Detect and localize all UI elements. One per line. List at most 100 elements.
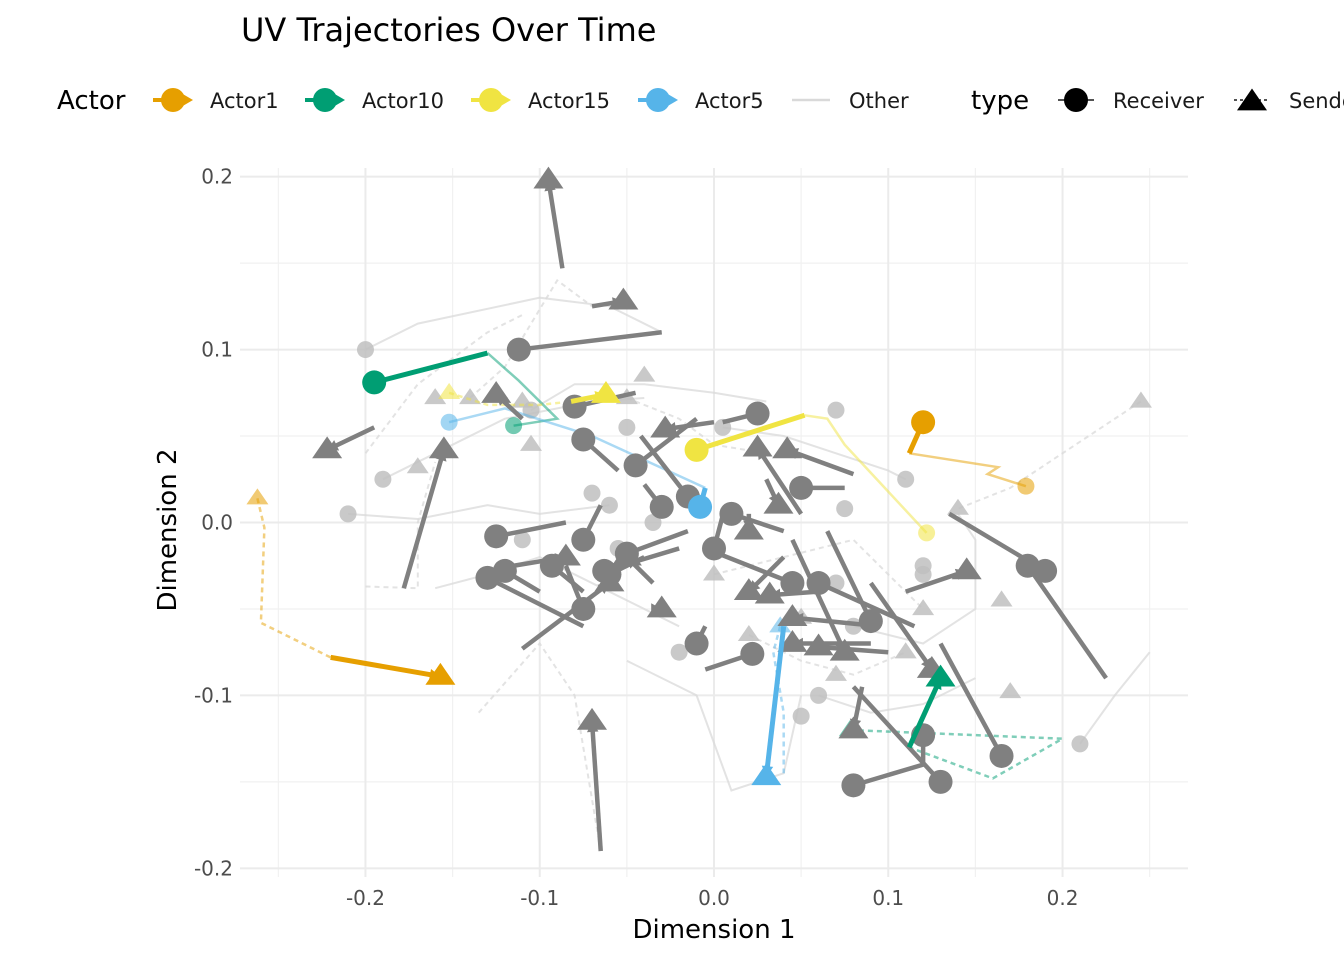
other-trajectory-line bbox=[853, 513, 977, 645]
other-receiver-point bbox=[600, 496, 618, 514]
legend-key-dot bbox=[479, 88, 503, 112]
other-trajectory-line bbox=[957, 400, 1142, 510]
other-sender-marker bbox=[754, 581, 785, 604]
other-receiver-point bbox=[356, 341, 374, 359]
y-tick-label: -0.1 bbox=[194, 683, 233, 707]
other-receiver-marker bbox=[789, 475, 814, 500]
highlight-trajectory-line bbox=[804, 414, 928, 534]
x-tick-label: 0.0 bbox=[698, 886, 730, 910]
other-sender-marker bbox=[608, 287, 639, 310]
other-arrow-line bbox=[790, 538, 847, 654]
other-receiver-marker bbox=[649, 494, 674, 519]
y-tick-label: -0.2 bbox=[194, 856, 233, 880]
highlight-trajectory-line bbox=[448, 407, 706, 490]
other-arrows bbox=[312, 166, 1108, 852]
other-receiver-marker bbox=[506, 337, 531, 362]
highlight-arrows bbox=[330, 350, 956, 786]
highlight-receiver-marker bbox=[911, 410, 936, 435]
x-axis-title: Dimension 1 bbox=[632, 915, 795, 945]
chart-title: UV Trajectories Over Time bbox=[241, 11, 656, 49]
other-trajectory-line bbox=[626, 659, 803, 792]
other-sender-marker bbox=[742, 434, 773, 457]
x-tick-label: 0.2 bbox=[1047, 886, 1079, 910]
other-receiver-point bbox=[836, 500, 854, 518]
other-trajectory-line bbox=[530, 383, 767, 411]
highlight-receiver-start bbox=[1017, 477, 1035, 495]
other-receiver-point bbox=[1071, 735, 1089, 753]
x-tick-label: -0.2 bbox=[346, 886, 385, 910]
other-arrow-line bbox=[401, 449, 447, 589]
other-receiver-point bbox=[374, 470, 392, 488]
other-trajectory-line bbox=[477, 641, 602, 852]
highlight-receiver-start bbox=[918, 524, 936, 542]
other-arrow-line bbox=[868, 581, 934, 671]
legend-type-title: type bbox=[971, 86, 1029, 116]
other-receiver-marker bbox=[928, 769, 953, 794]
other-sender-point bbox=[703, 564, 725, 581]
other-trajectories bbox=[347, 278, 1151, 852]
other-sender-marker bbox=[533, 166, 564, 189]
other-sender-point bbox=[520, 434, 543, 451]
highlight-receiver-start bbox=[505, 417, 523, 435]
other-receiver-marker bbox=[719, 501, 744, 526]
highlight-trajectory-line bbox=[486, 352, 560, 427]
other-trajectory-line bbox=[818, 677, 976, 714]
highlight-sender-marker bbox=[590, 381, 621, 403]
other-sender-point bbox=[912, 599, 935, 616]
other-receiver-marker bbox=[806, 571, 831, 596]
highlight-receiver-start bbox=[440, 413, 458, 431]
other-arrow-line bbox=[639, 434, 690, 498]
other-trajectory-line bbox=[626, 397, 767, 455]
highlight-sender-start bbox=[246, 488, 269, 505]
highlight-trajectory-line bbox=[256, 498, 332, 659]
other-arrow-line bbox=[546, 179, 565, 269]
axis-ticks: -0.2 -0.1 0.0 0.1 0.2 -0.2 -0.1 0.0 0.1 0.2 bbox=[194, 165, 1078, 910]
other-sender-marker bbox=[646, 595, 677, 618]
legend-actor-title: Actor bbox=[57, 86, 126, 116]
other-sender-marker bbox=[777, 630, 808, 652]
y-tick-label: 0.0 bbox=[201, 511, 233, 535]
other-arrow-line bbox=[518, 330, 662, 352]
legend-sender-key bbox=[1237, 88, 1267, 111]
legend-type-keys: Receiver Sender bbox=[1058, 88, 1344, 113]
highlight-arrow-line bbox=[373, 350, 489, 385]
other-arrow-line bbox=[589, 721, 603, 852]
other-receiver-point bbox=[670, 643, 688, 661]
other-sender-point bbox=[406, 457, 429, 474]
other-receiver-marker bbox=[858, 609, 883, 634]
other-receiver-marker bbox=[571, 527, 596, 552]
legend-type-label: Sender bbox=[1289, 89, 1344, 113]
other-arrow-line bbox=[520, 581, 611, 651]
other-arrow-line bbox=[948, 511, 1047, 573]
other-arrow-line bbox=[818, 644, 889, 655]
other-sender-marker bbox=[838, 716, 869, 739]
highlight-sender-marker bbox=[925, 664, 956, 687]
other-trajectory-line bbox=[469, 278, 593, 399]
plot-grid bbox=[240, 168, 1188, 877]
other-trajectory-line bbox=[347, 504, 610, 521]
other-receiver-point bbox=[827, 401, 845, 419]
other-sender-point bbox=[990, 590, 1013, 607]
other-sender-marker bbox=[550, 543, 581, 566]
y-tick-label: 0.1 bbox=[201, 338, 233, 362]
highlight-trajectory-line bbox=[909, 452, 1027, 488]
highlight-sender-start bbox=[438, 382, 461, 399]
other-sender-marker bbox=[829, 638, 860, 661]
other-sender-point bbox=[737, 625, 760, 642]
other-arrow-line bbox=[634, 416, 698, 468]
other-receiver-marker bbox=[623, 453, 648, 478]
legend-actor-label: Actor15 bbox=[528, 89, 610, 113]
other-sender-marker bbox=[577, 707, 608, 730]
other-arrow-line bbox=[851, 685, 943, 784]
other-arrow-line bbox=[704, 546, 794, 586]
other-trajectory-line bbox=[1079, 651, 1151, 745]
other-sender-marker bbox=[772, 436, 803, 459]
other-sender-marker bbox=[733, 517, 764, 540]
other-sender-point bbox=[999, 682, 1022, 699]
other-receiver-point bbox=[792, 707, 810, 725]
other-receiver-point bbox=[914, 565, 932, 583]
other-trajectory-line bbox=[722, 426, 907, 481]
legend-actor-label: Actor1 bbox=[210, 89, 279, 113]
other-receiver-marker bbox=[740, 641, 765, 666]
other-receiver-marker bbox=[484, 524, 509, 549]
